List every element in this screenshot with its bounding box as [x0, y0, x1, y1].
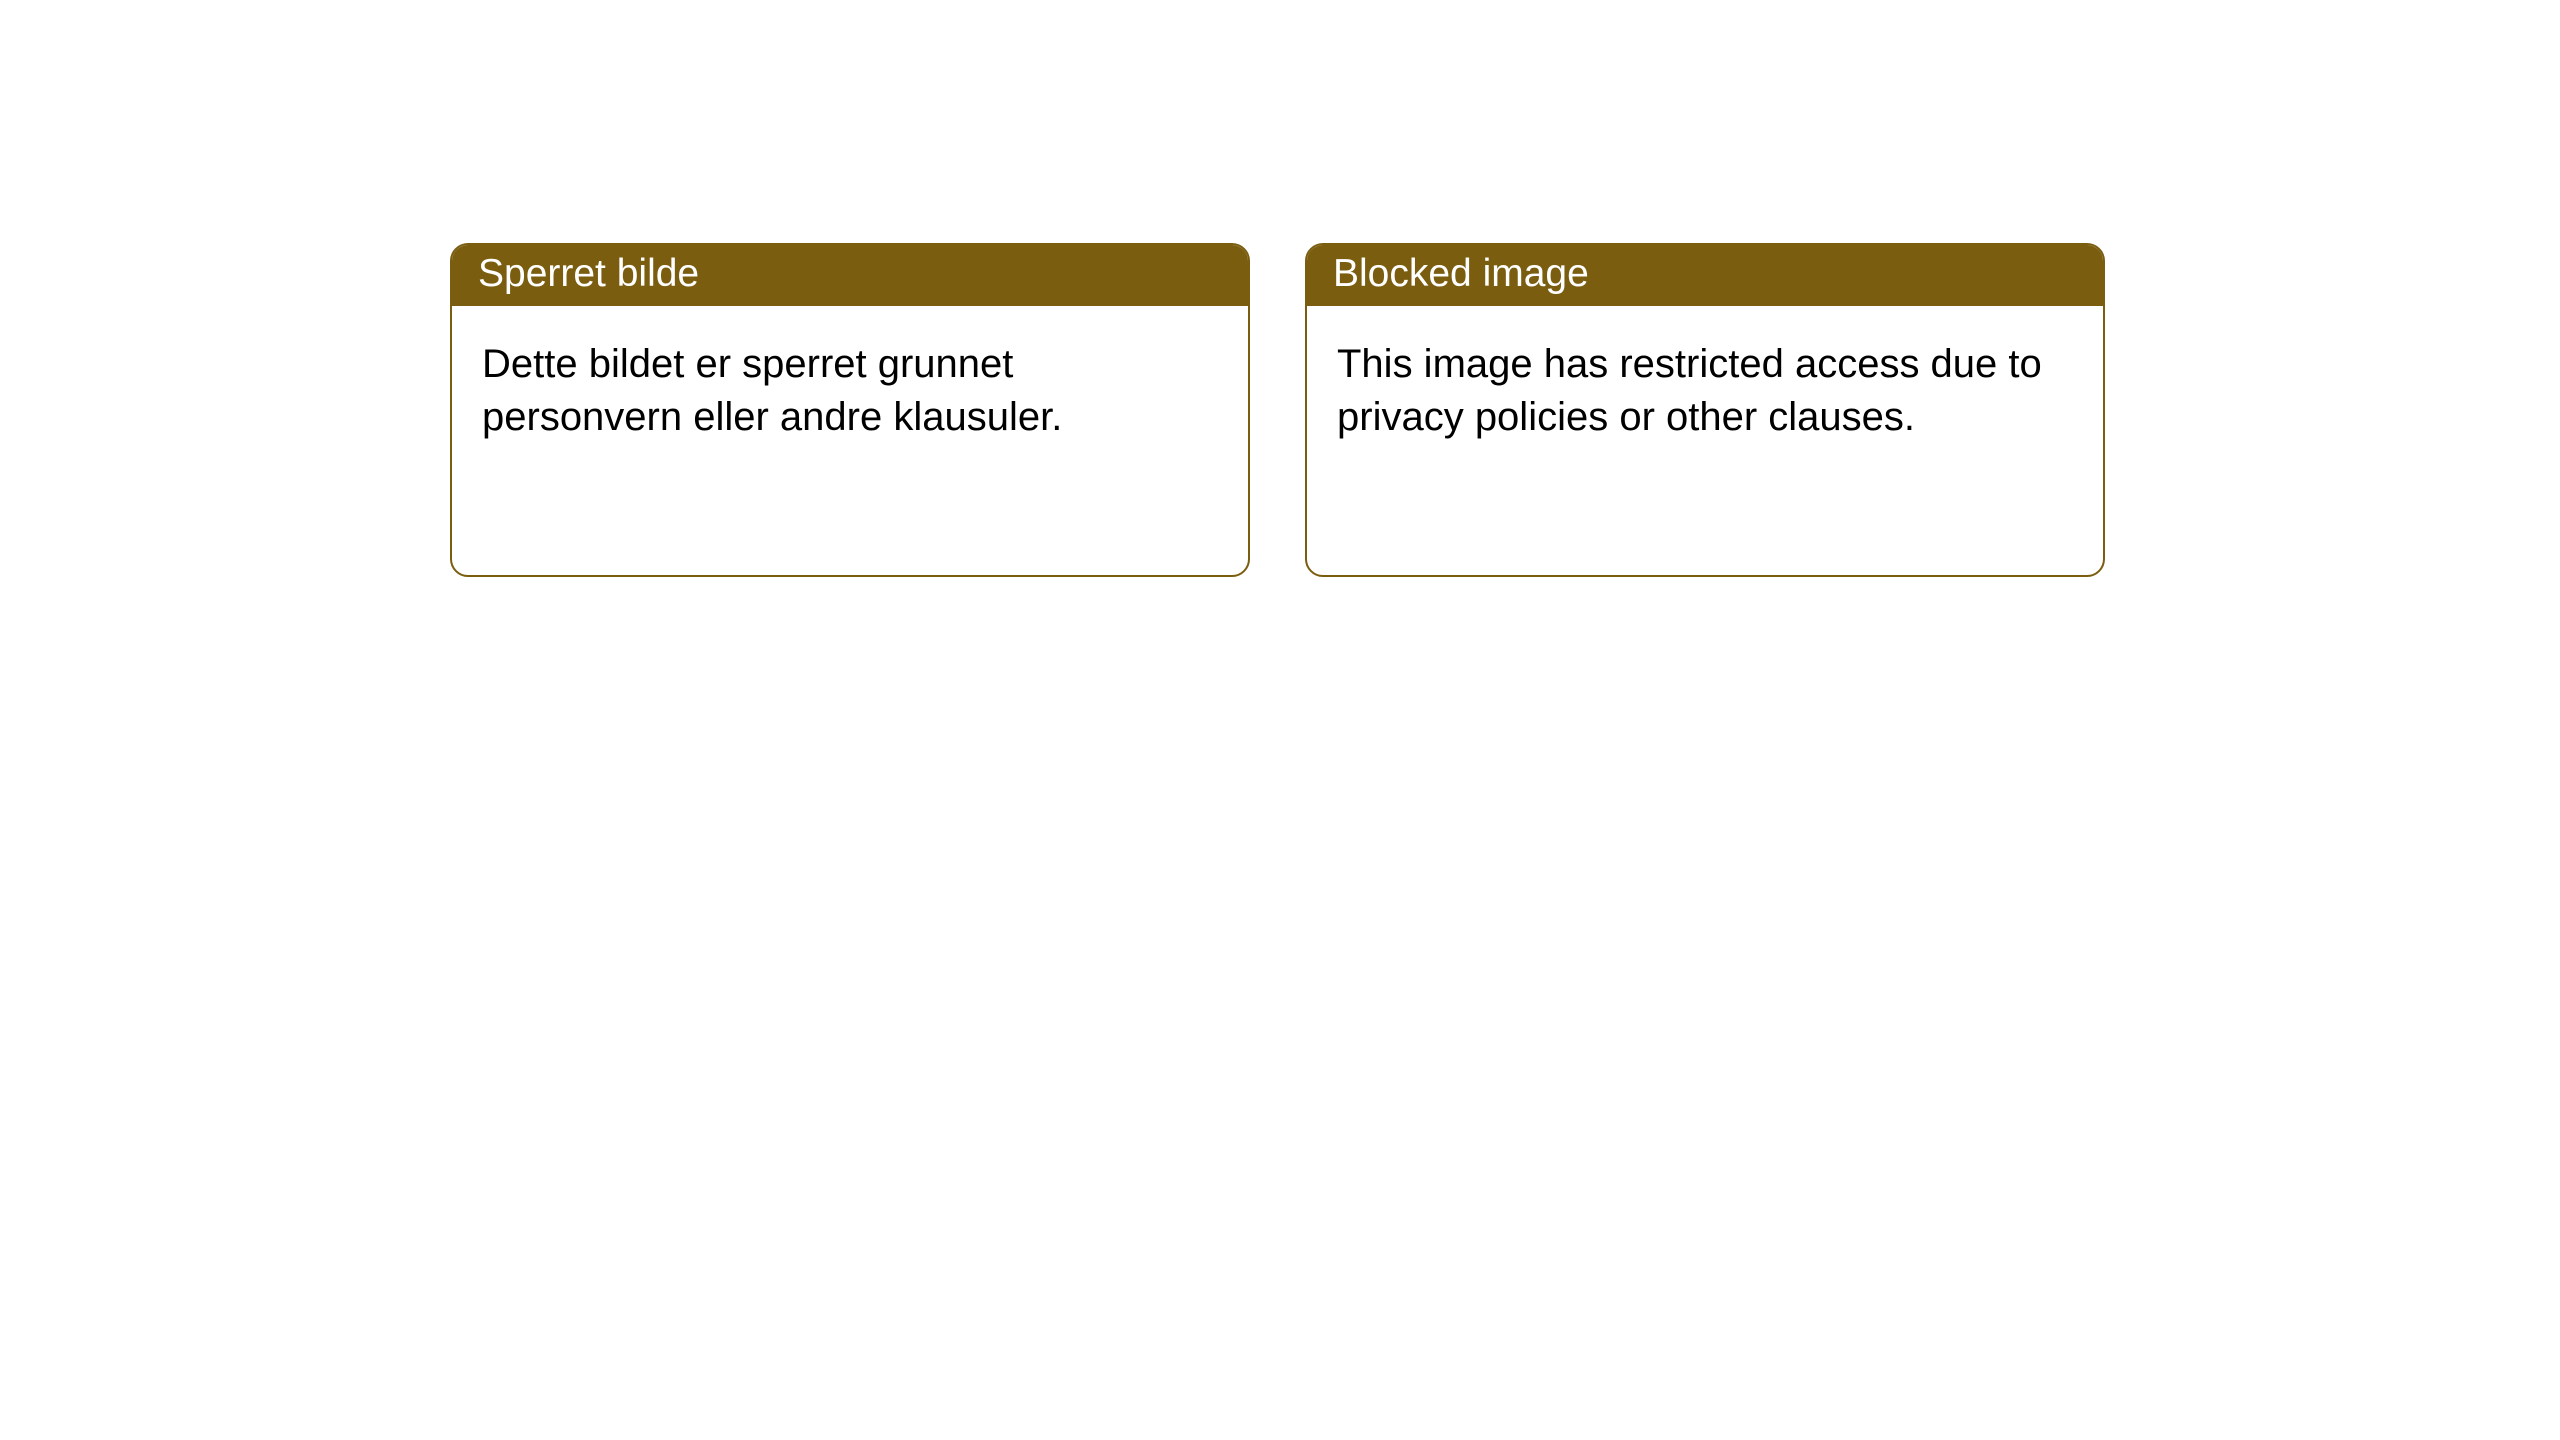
notice-message-english: This image has restricted access due to … [1337, 342, 2042, 439]
notice-box-english: Blocked image This image has restricted … [1305, 243, 2105, 577]
notice-body-english: This image has restricted access due to … [1307, 306, 2103, 476]
notice-header-english: Blocked image [1307, 245, 2103, 306]
notice-title-english: Blocked image [1333, 252, 1589, 295]
notice-box-norwegian: Sperret bilde Dette bildet er sperret gr… [450, 243, 1250, 577]
notice-body-norwegian: Dette bildet er sperret grunnet personve… [452, 306, 1248, 476]
notice-container: Sperret bilde Dette bildet er sperret gr… [450, 243, 2560, 577]
notice-message-norwegian: Dette bildet er sperret grunnet personve… [482, 342, 1062, 439]
notice-header-norwegian: Sperret bilde [452, 245, 1248, 306]
notice-title-norwegian: Sperret bilde [478, 252, 699, 295]
